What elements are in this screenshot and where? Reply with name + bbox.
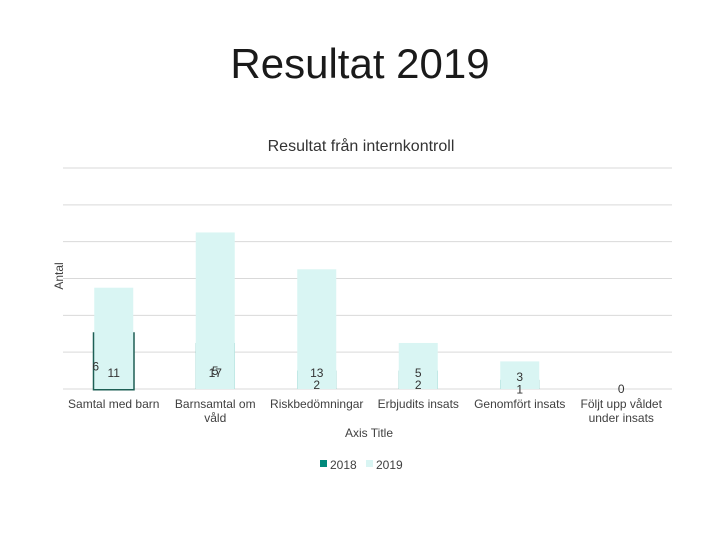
data-label-2019: 17 <box>209 366 223 380</box>
bars <box>92 232 540 391</box>
bar-2019 <box>398 342 438 389</box>
category-tick: Följt upp våldet under insats <box>581 397 663 425</box>
legend-swatch-2018 <box>320 460 327 467</box>
category-tick: Barnsamtal om våld <box>175 397 256 425</box>
gridlines <box>63 167 672 390</box>
legend: 2018 2019 <box>320 458 403 472</box>
y-axis-title: Antal <box>52 262 66 289</box>
data-label-2019: 3 <box>516 370 523 384</box>
x-axis-title: Axis Title <box>345 426 393 440</box>
legend-entry-2019: 2019 <box>376 458 403 472</box>
legend-entry-2018: 2018 <box>330 458 357 472</box>
data-label-2018: 1 <box>516 382 523 396</box>
data-label-2018: 6 <box>92 359 99 373</box>
data-label-2019: 13 <box>310 366 324 380</box>
bar-2019 <box>195 232 235 389</box>
bar-2019 <box>500 361 540 389</box>
category-tick: Samtal med barn <box>68 397 159 411</box>
category-tick: Genomfört insats <box>474 397 565 411</box>
data-label-2018: 5 <box>212 364 219 378</box>
data-label-2018: 2 <box>415 378 422 392</box>
data-label-2019: 5 <box>415 366 422 380</box>
slide-title: Resultat 2019 <box>230 40 490 87</box>
category-ticks: Samtal med barn Barnsamtal om våld Riskbedö… <box>68 397 663 425</box>
chart-title: Resultat från internkontroll <box>268 137 455 155</box>
legend-swatch-2019 <box>366 460 373 467</box>
bar-2019 <box>94 287 134 389</box>
category-tick: Riskbedömningar <box>270 397 363 411</box>
bar-2019 <box>297 269 337 389</box>
data-label-2018: 2 <box>313 378 320 392</box>
category-tick: Erbjudits insats <box>378 397 459 411</box>
data-label-2019: 11 <box>108 366 121 380</box>
data-label-2019: 0 <box>618 382 625 396</box>
